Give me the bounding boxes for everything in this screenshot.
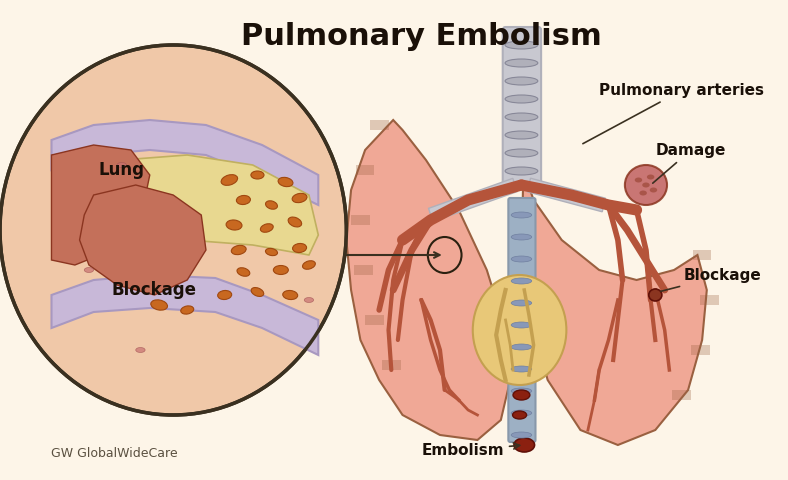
Circle shape <box>4 49 343 411</box>
Ellipse shape <box>505 167 538 175</box>
Polygon shape <box>347 120 510 440</box>
Ellipse shape <box>647 175 654 180</box>
Text: GW GlobalWideCare: GW GlobalWideCare <box>51 447 178 460</box>
Polygon shape <box>519 120 707 445</box>
Ellipse shape <box>634 178 642 182</box>
Ellipse shape <box>511 278 532 284</box>
FancyArrow shape <box>527 178 605 212</box>
Ellipse shape <box>292 193 307 203</box>
Ellipse shape <box>273 265 288 275</box>
Ellipse shape <box>180 306 194 314</box>
Polygon shape <box>365 315 384 325</box>
Ellipse shape <box>266 201 277 209</box>
Ellipse shape <box>226 220 242 230</box>
Ellipse shape <box>511 256 532 262</box>
Polygon shape <box>354 265 373 275</box>
Ellipse shape <box>505 113 538 121</box>
Polygon shape <box>691 345 710 355</box>
Ellipse shape <box>505 41 538 49</box>
Ellipse shape <box>625 165 667 205</box>
Ellipse shape <box>649 188 657 192</box>
Text: Embolism: Embolism <box>422 443 519 458</box>
Ellipse shape <box>511 344 532 350</box>
Polygon shape <box>693 250 712 260</box>
Text: Pulmonary arteries: Pulmonary arteries <box>583 83 764 144</box>
Polygon shape <box>672 390 691 400</box>
Ellipse shape <box>136 348 145 352</box>
Ellipse shape <box>511 234 532 240</box>
Ellipse shape <box>151 300 168 310</box>
FancyArrow shape <box>429 179 517 222</box>
Ellipse shape <box>283 290 298 300</box>
Ellipse shape <box>266 248 277 256</box>
Text: Blockage: Blockage <box>661 268 761 291</box>
Circle shape <box>0 45 347 415</box>
Ellipse shape <box>251 288 264 297</box>
Text: Lung: Lung <box>98 161 145 179</box>
Polygon shape <box>382 360 400 370</box>
Polygon shape <box>370 120 388 130</box>
Polygon shape <box>51 145 150 265</box>
Ellipse shape <box>505 95 538 103</box>
Ellipse shape <box>511 212 532 218</box>
FancyBboxPatch shape <box>508 198 536 442</box>
Polygon shape <box>351 215 370 225</box>
Ellipse shape <box>511 410 532 416</box>
Ellipse shape <box>511 388 532 394</box>
Ellipse shape <box>217 290 232 300</box>
Ellipse shape <box>232 245 246 255</box>
Ellipse shape <box>505 149 538 157</box>
Polygon shape <box>80 185 206 295</box>
Ellipse shape <box>505 131 538 139</box>
Ellipse shape <box>505 77 538 85</box>
Ellipse shape <box>511 432 532 438</box>
Text: Damage: Damage <box>652 143 726 183</box>
Ellipse shape <box>505 59 538 67</box>
Ellipse shape <box>511 300 532 306</box>
Text: Blockage: Blockage <box>112 281 197 299</box>
Polygon shape <box>701 295 719 305</box>
Ellipse shape <box>513 390 530 400</box>
Ellipse shape <box>512 411 526 419</box>
Ellipse shape <box>511 366 532 372</box>
Ellipse shape <box>221 175 238 185</box>
Ellipse shape <box>639 191 647 195</box>
Ellipse shape <box>237 268 250 276</box>
Ellipse shape <box>117 163 126 168</box>
Ellipse shape <box>514 438 534 452</box>
Ellipse shape <box>303 261 315 269</box>
Text: Pulmonary Embolism: Pulmonary Embolism <box>241 22 602 51</box>
Ellipse shape <box>260 224 273 232</box>
Ellipse shape <box>251 171 264 179</box>
Ellipse shape <box>288 217 302 227</box>
Polygon shape <box>89 155 318 255</box>
Polygon shape <box>51 275 318 355</box>
FancyBboxPatch shape <box>503 27 541 188</box>
Ellipse shape <box>84 267 94 273</box>
Ellipse shape <box>642 182 649 188</box>
Ellipse shape <box>649 289 662 301</box>
Ellipse shape <box>304 298 314 302</box>
Ellipse shape <box>278 177 293 187</box>
Ellipse shape <box>236 195 251 204</box>
Polygon shape <box>355 165 374 175</box>
Ellipse shape <box>292 243 307 252</box>
Ellipse shape <box>511 322 532 328</box>
Polygon shape <box>51 120 318 205</box>
Ellipse shape <box>473 275 567 385</box>
